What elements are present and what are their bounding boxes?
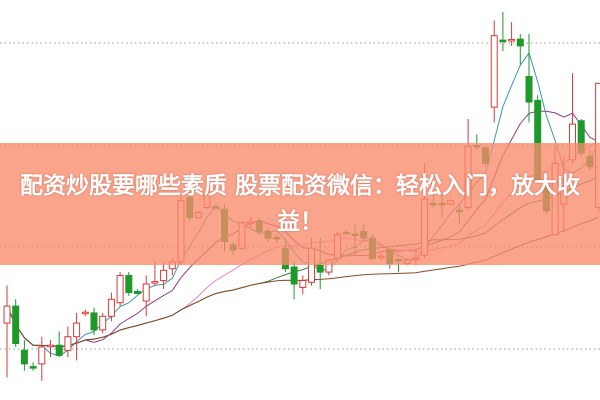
candle-body xyxy=(499,39,507,43)
candle-body xyxy=(142,283,150,302)
candle-body xyxy=(290,266,298,285)
candle-body xyxy=(47,344,54,348)
candle-body xyxy=(508,38,516,42)
candle-body xyxy=(90,312,98,331)
candle-body xyxy=(107,298,115,317)
candle-body xyxy=(160,269,168,282)
candle-body xyxy=(12,305,20,345)
candle-body xyxy=(516,38,524,47)
candle-body xyxy=(81,311,89,315)
candle-body xyxy=(525,76,533,103)
banner-text: 配资炒股要哪些素质 股票配资微信：轻松入门，放大收益！ xyxy=(19,173,580,235)
candle-body xyxy=(73,322,81,338)
candle-body xyxy=(490,35,498,108)
candle-body xyxy=(20,349,28,365)
candle-body xyxy=(64,336,72,351)
candle-body xyxy=(125,274,133,293)
candle-body xyxy=(29,366,37,369)
candle-body xyxy=(99,315,107,331)
candle-body xyxy=(316,264,324,273)
candle-body xyxy=(151,281,159,284)
candle-body xyxy=(38,346,46,365)
candle-body xyxy=(116,274,124,304)
candle-body xyxy=(134,290,141,295)
candle-body xyxy=(55,344,63,356)
candle-body xyxy=(3,305,11,324)
ad-banner[interactable]: 配资炒股要哪些素质 股票配资微信：轻松入门，放大收益！ xyxy=(0,143,600,265)
candle-body xyxy=(299,280,307,288)
